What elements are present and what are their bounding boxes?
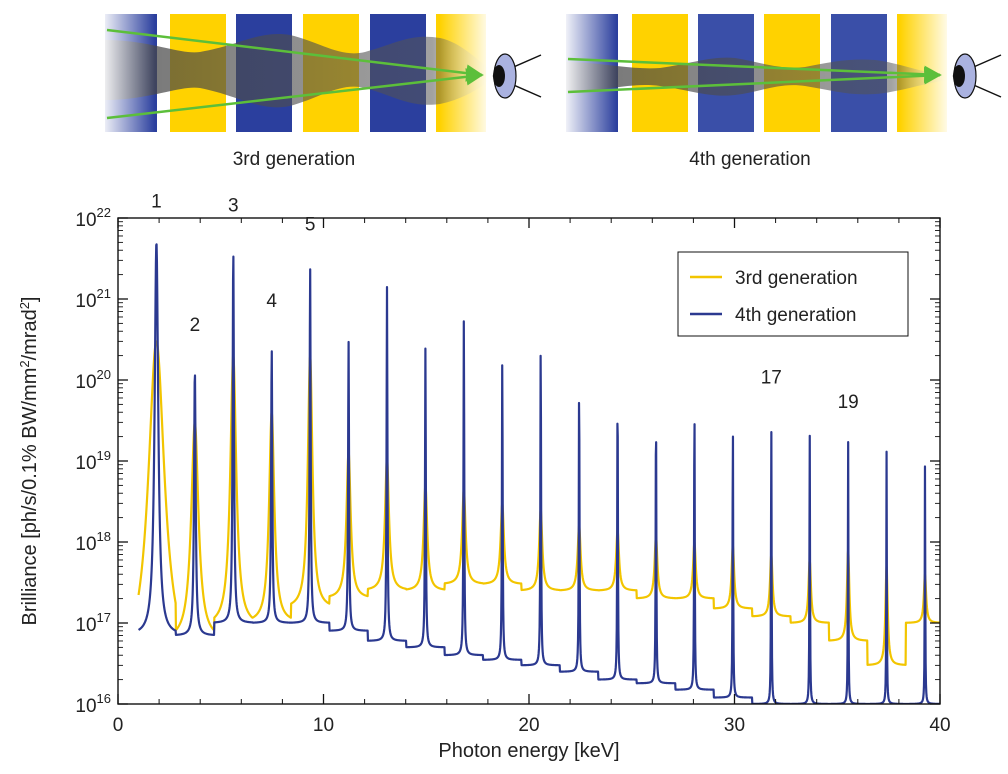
x-tick-labels: 0 10 20 30 40 <box>113 715 951 736</box>
harmonic-number-label: 4 <box>266 291 277 312</box>
undulator-4th-generation-diagram: 4th generation <box>562 12 1002 170</box>
radiation-cone-arrow <box>567 57 942 84</box>
radiation-cone-arrow <box>106 68 484 120</box>
x-tick-label: 20 <box>518 715 539 736</box>
x-tick-label: 10 <box>313 715 334 736</box>
legend: 3rd generation 4th generation <box>677 251 909 337</box>
y-tick-label: 1019 <box>75 448 111 474</box>
harmonic-number-label: 19 <box>838 392 859 413</box>
fade-left <box>562 12 617 134</box>
plot-frame <box>117 217 941 705</box>
legend-label-3rd: 3rd generation <box>735 268 858 289</box>
harmonic-number-label: 17 <box>761 368 782 389</box>
panel-caption: 3rd generation <box>233 149 356 170</box>
undulator-3rd-generation-diagram: 3rd generation <box>100 12 542 170</box>
x-tick-label: 0 <box>113 715 124 736</box>
x-tick-label: 40 <box>929 715 950 736</box>
y-tick-label: 1017 <box>75 610 111 636</box>
panel-caption: 4th generation <box>689 149 811 170</box>
y-tick-label: 1021 <box>75 286 111 312</box>
x-axis-label: Photon energy [keV] <box>438 740 619 762</box>
radiation-cone-arrow <box>106 28 484 82</box>
y-axis-label: Brilliance [ph/s/0.1% BW/mm2/mrad2] <box>17 296 42 625</box>
y-tick-label: 1016 <box>75 691 111 717</box>
series-4th-generation-line <box>137 243 940 704</box>
electron-beam <box>105 33 490 108</box>
legend-box <box>677 251 909 337</box>
x-tick-label: 30 <box>724 715 745 736</box>
y-tick-label: 1020 <box>75 367 111 393</box>
chart-curves <box>137 243 940 704</box>
legend-label-4th: 4th generation <box>735 305 857 326</box>
harmonic-number-label: 5 <box>305 215 316 236</box>
harmonic-labels: 1 2 3 4 5 17 19 <box>151 191 859 413</box>
eye-icon <box>492 53 542 99</box>
harmonic-number-label: 3 <box>228 196 239 217</box>
y-tick-labels: 1016 1017 1018 1019 1020 1021 1022 <box>75 205 111 717</box>
harmonic-number-label: 1 <box>151 191 162 212</box>
electron-beam <box>566 57 948 96</box>
radiation-cone-arrow <box>567 66 942 94</box>
y-tick-label: 1018 <box>75 529 111 555</box>
harmonic-number-label: 2 <box>190 315 201 336</box>
eye-icon <box>952 53 1002 99</box>
y-tick-label: 1022 <box>75 205 111 231</box>
